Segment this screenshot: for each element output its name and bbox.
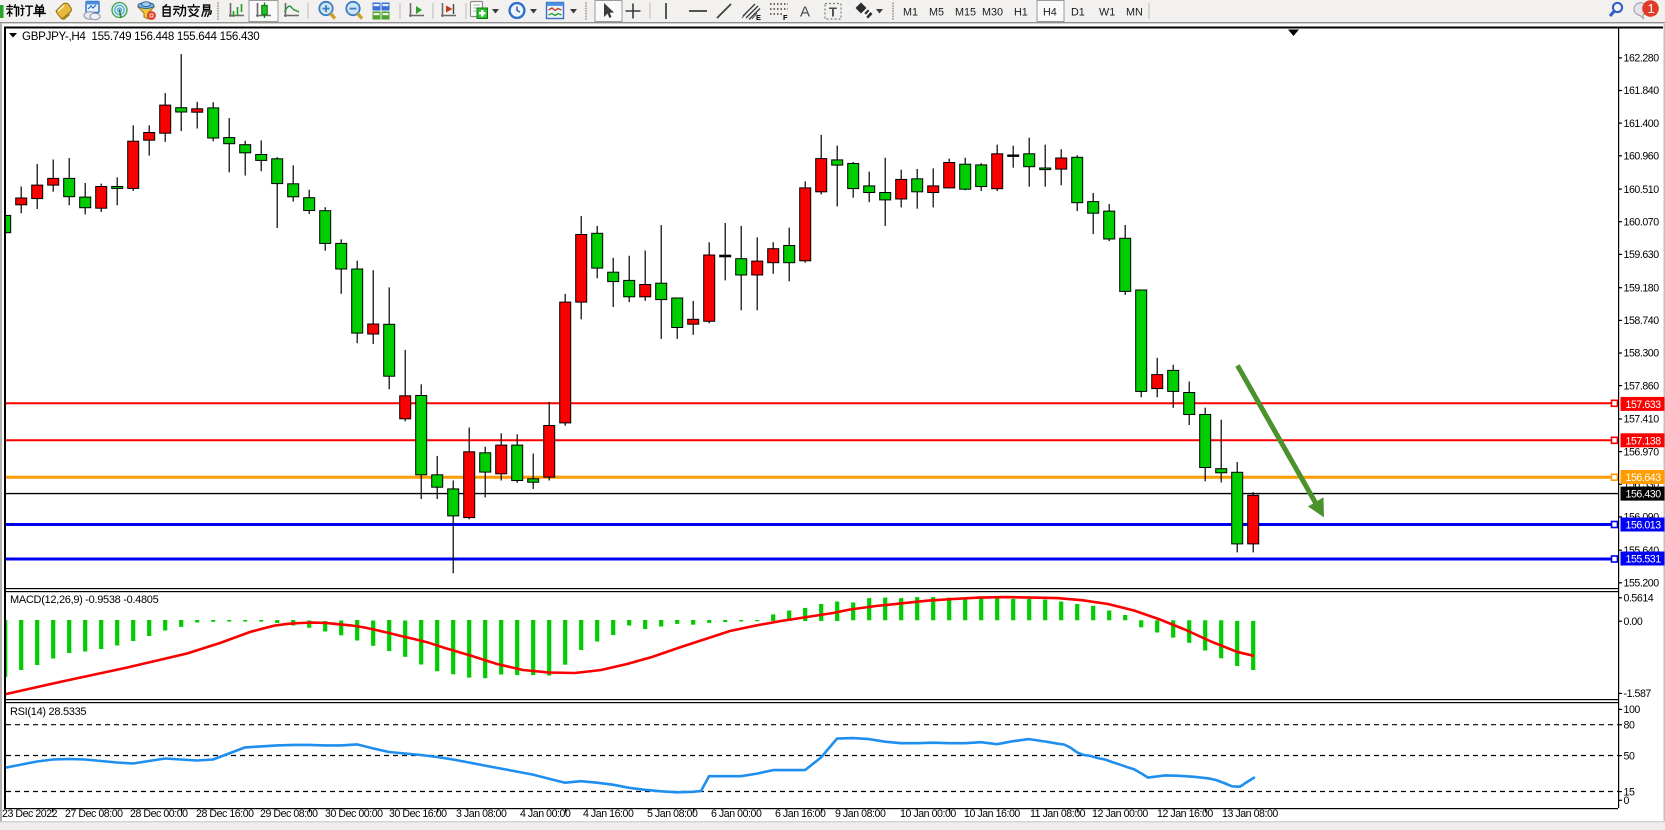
svg-text:M1: M1 [903, 7, 918, 19]
svg-text:-1.587: -1.587 [1624, 688, 1652, 700]
svg-text:0: 0 [1624, 795, 1630, 807]
svg-text:10 Jan 16:00: 10 Jan 16:00 [964, 808, 1020, 820]
svg-text:W1: W1 [1099, 7, 1115, 19]
svg-text:159.180: 159.180 [1624, 282, 1660, 294]
svg-text:159.630: 159.630 [1624, 249, 1660, 261]
svg-text:155.531: 155.531 [1626, 554, 1662, 566]
svg-text:156.970: 156.970 [1624, 446, 1660, 458]
svg-text:160.960: 160.960 [1624, 151, 1660, 163]
svg-text:155.200: 155.200 [1624, 578, 1660, 590]
svg-text:E: E [756, 13, 761, 22]
svg-text:D1: D1 [1071, 7, 1085, 19]
svg-text:1: 1 [1648, 1, 1655, 16]
svg-text:30 Dec 00:00: 30 Dec 00:00 [325, 808, 383, 820]
svg-text:M5: M5 [929, 7, 944, 19]
svg-text:5 Jan 08:00: 5 Jan 08:00 [647, 808, 698, 820]
svg-text:13 Jan 08:00: 13 Jan 08:00 [1222, 808, 1278, 820]
svg-text:9 Jan 08:00: 9 Jan 08:00 [835, 808, 886, 820]
svg-text:162.280: 162.280 [1624, 53, 1660, 65]
svg-text:28 Dec 16:00: 28 Dec 16:00 [196, 808, 254, 820]
svg-text:MN: MN [1126, 7, 1143, 19]
svg-text:80: 80 [1624, 720, 1635, 732]
svg-text:T: T [829, 5, 837, 20]
svg-text:27 Dec 08:00: 27 Dec 08:00 [65, 808, 123, 820]
svg-text:0.00: 0.00 [1624, 616, 1643, 628]
svg-text:M15: M15 [955, 7, 976, 19]
svg-text:3 Jan 08:00: 3 Jan 08:00 [456, 808, 507, 820]
svg-text:0.5614: 0.5614 [1624, 593, 1654, 605]
svg-text:156.643: 156.643 [1626, 472, 1662, 484]
svg-text:160.510: 160.510 [1624, 184, 1660, 196]
svg-text:161.840: 161.840 [1624, 85, 1660, 97]
svg-text:157.860: 157.860 [1624, 380, 1660, 392]
svg-text:156.013: 156.013 [1626, 520, 1662, 532]
svg-text:GBPJPY-,H4 155.749 156.448 15: GBPJPY-,H4 155.749 156.448 155.644 156.4… [22, 30, 259, 43]
svg-text:160.070: 160.070 [1624, 216, 1660, 228]
svg-text:F: F [783, 13, 788, 22]
svg-text:RSI(14) 28.5335: RSI(14) 28.5335 [10, 706, 86, 718]
svg-text:6 Jan 00:00: 6 Jan 00:00 [711, 808, 762, 820]
svg-text:28 Dec 00:00: 28 Dec 00:00 [130, 808, 188, 820]
svg-text:156.430: 156.430 [1626, 489, 1662, 501]
svg-text:161.400: 161.400 [1624, 118, 1660, 130]
svg-text:157.410: 157.410 [1624, 414, 1660, 426]
svg-text:H4: H4 [1043, 7, 1057, 19]
svg-text:4 Jan 00:00: 4 Jan 00:00 [520, 808, 571, 820]
svg-text:A: A [800, 4, 810, 21]
svg-text:10 Jan 00:00: 10 Jan 00:00 [900, 808, 956, 820]
svg-text:157.633: 157.633 [1626, 399, 1662, 411]
svg-text:11 Jan 08:00: 11 Jan 08:00 [1030, 808, 1086, 820]
svg-text:MACD(12,26,9) -0.9538 -0.4805: MACD(12,26,9) -0.9538 -0.4805 [10, 594, 159, 606]
svg-text:12 Jan 00:00: 12 Jan 00:00 [1092, 808, 1148, 820]
svg-text:100: 100 [1624, 704, 1641, 716]
svg-text:50: 50 [1624, 750, 1635, 762]
svg-text:M30: M30 [982, 7, 1003, 19]
svg-text:12 Jan 16:00: 12 Jan 16:00 [1157, 808, 1213, 820]
svg-text:6 Jan 16:00: 6 Jan 16:00 [775, 808, 826, 820]
svg-text:23 Dec 2022: 23 Dec 2022 [2, 808, 58, 820]
svg-text:15: 15 [1624, 786, 1635, 798]
svg-text:4 Jan 16:00: 4 Jan 16:00 [583, 808, 634, 820]
svg-text:29 Dec 08:00: 29 Dec 08:00 [260, 808, 318, 820]
svg-text:157.138: 157.138 [1626, 435, 1662, 447]
svg-text:158.300: 158.300 [1624, 348, 1660, 360]
svg-text:158.740: 158.740 [1624, 315, 1660, 327]
svg-text:30 Dec 16:00: 30 Dec 16:00 [389, 808, 447, 820]
svg-text:H1: H1 [1014, 7, 1028, 19]
